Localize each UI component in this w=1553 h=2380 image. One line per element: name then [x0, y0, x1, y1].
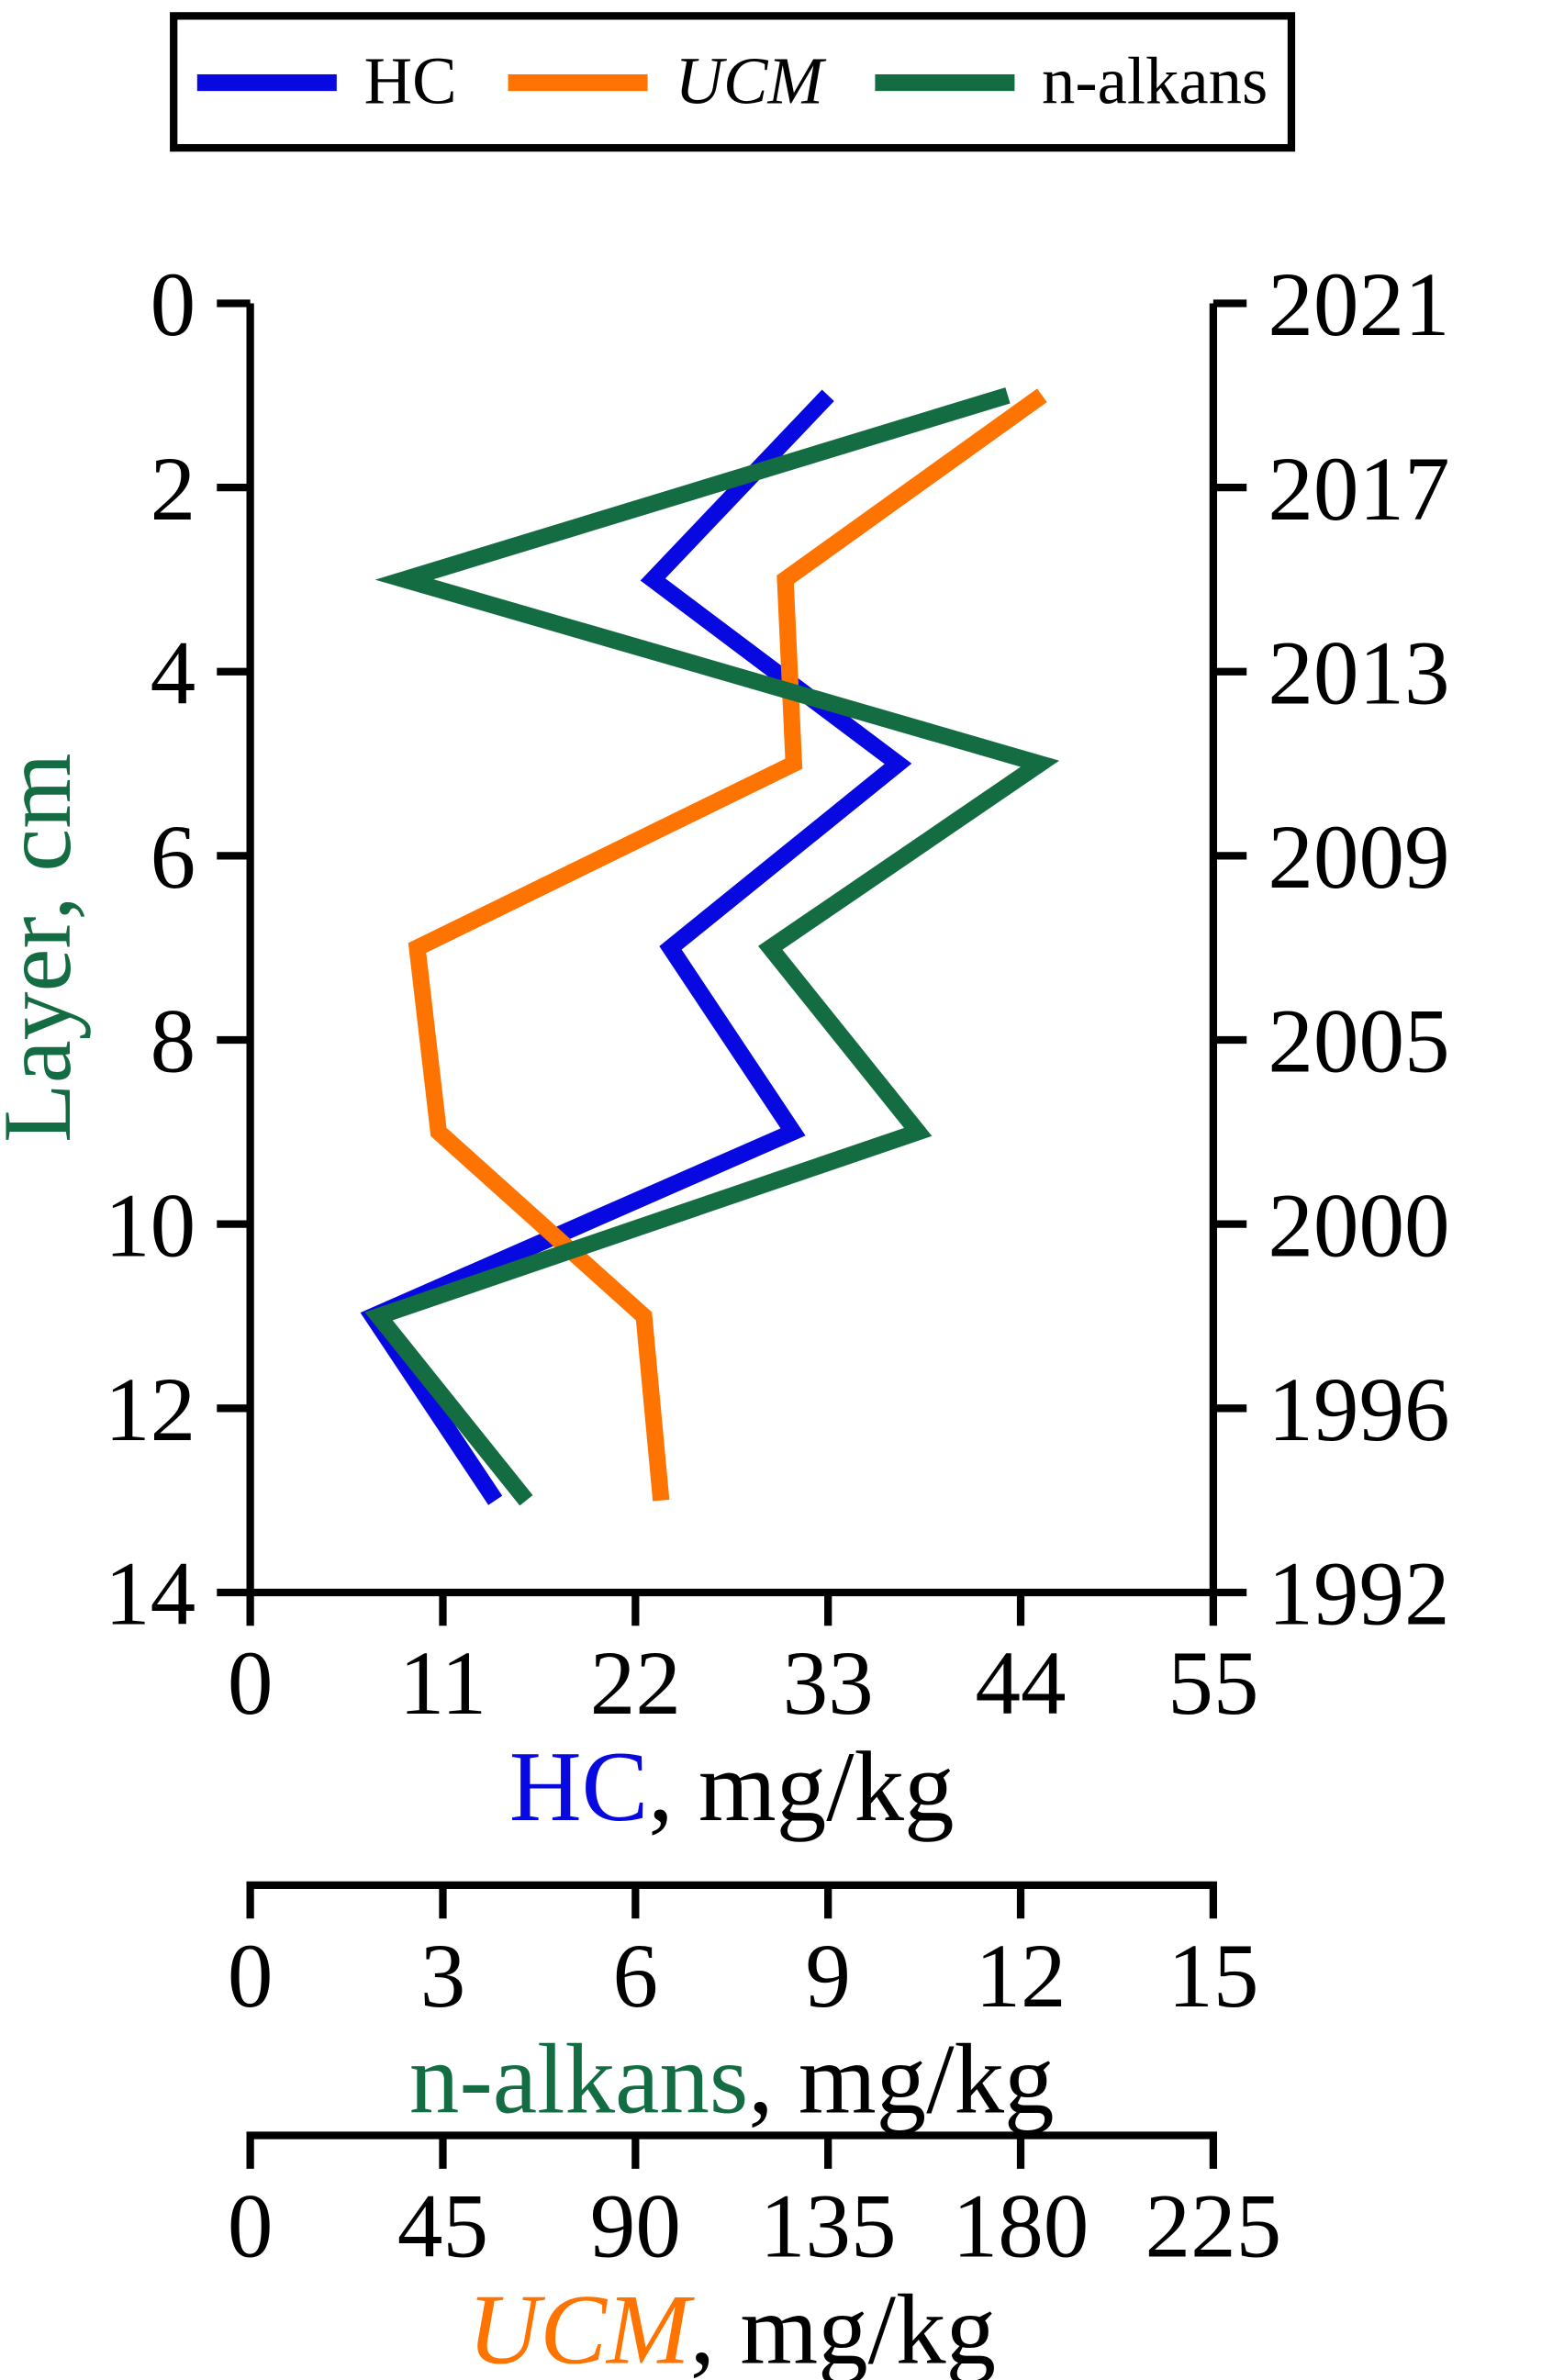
ucm-tick-label-90: 90	[590, 2177, 681, 2277]
ucm-tick-label-180: 180	[953, 2177, 1089, 2277]
ucm-tick-label-45: 45	[397, 2177, 488, 2277]
depth-tick-label-12: 12	[105, 1360, 196, 1460]
alk-tick-label-9: 9	[805, 1927, 851, 2027]
depth-tick-label-2: 2	[151, 440, 196, 540]
n-alkans-line-swatch	[875, 73, 1015, 91]
ucm-axis-title: UCM, mg/kg	[467, 2274, 996, 2380]
legend-label-n-alkans: n-alkans	[1042, 43, 1268, 118]
depth-tick-label-6: 6	[151, 808, 196, 908]
legend-label-hc: HC	[363, 43, 457, 118]
year-tick-label-2021: 2021	[1268, 255, 1449, 355]
ucm-line-swatch	[508, 73, 648, 91]
year-tick-label-2000: 2000	[1268, 1176, 1449, 1276]
ucm-tick-label-225: 225	[1145, 2177, 1282, 2277]
year-tick-label-2017: 2017	[1268, 440, 1449, 540]
hc-tick-label-33: 33	[783, 1634, 874, 1734]
legend-item-n-alkans: n-alkans	[875, 43, 1268, 118]
hc-axis-title: HC, mg/kg	[509, 1731, 955, 1842]
ucm-tick-label-0: 0	[228, 2177, 274, 2277]
year-tick-label-2013: 2013	[1268, 623, 1449, 723]
hc-tick-label-0: 0	[228, 1634, 274, 1734]
series-line-n-alkans	[364, 387, 1060, 1506]
legend-item-ucm: UCM	[508, 43, 824, 118]
hc-tick-label-55: 55	[1168, 1634, 1258, 1734]
alk-tick-label-3: 3	[420, 1927, 466, 2027]
depth-tick-label-14: 14	[105, 1545, 196, 1645]
depth-tick-label-10: 10	[105, 1176, 196, 1276]
depth-tick-label-4: 4	[151, 623, 196, 723]
legend-item-hc: HC	[196, 43, 457, 118]
hc-line-swatch	[196, 73, 337, 91]
alk-axis-title: n-alkans, mg/kg	[409, 2024, 1055, 2135]
year-tick-label-2009: 2009	[1268, 808, 1449, 908]
alk-tick-label-15: 15	[1168, 1927, 1258, 2027]
alk-tick-label-6: 6	[613, 1927, 659, 2027]
hc-tick-label-44: 44	[975, 1634, 1066, 1734]
legend-box: HC UCM n-alkans	[170, 12, 1296, 152]
depth-axis-title: Layer, cm	[0, 754, 91, 1143]
hc-tick-label-11: 11	[399, 1634, 486, 1734]
year-tick-label-2005: 2005	[1268, 992, 1449, 1092]
year-tick-label-1996: 1996	[1268, 1360, 1449, 1460]
ucm-tick-label-135: 135	[760, 2177, 897, 2277]
hc-tick-label-22: 22	[590, 1634, 681, 1734]
depth-tick-label-0: 0	[151, 255, 196, 355]
series-line-ucm	[408, 388, 1047, 1502]
alk-tick-label-12: 12	[975, 1927, 1066, 2027]
depth-tick-label-8: 8	[151, 992, 196, 1092]
year-tick-label-1992: 1992	[1268, 1545, 1449, 1645]
alk-tick-label-0: 0	[228, 1927, 274, 2027]
legend-label-ucm: UCM	[675, 43, 824, 118]
